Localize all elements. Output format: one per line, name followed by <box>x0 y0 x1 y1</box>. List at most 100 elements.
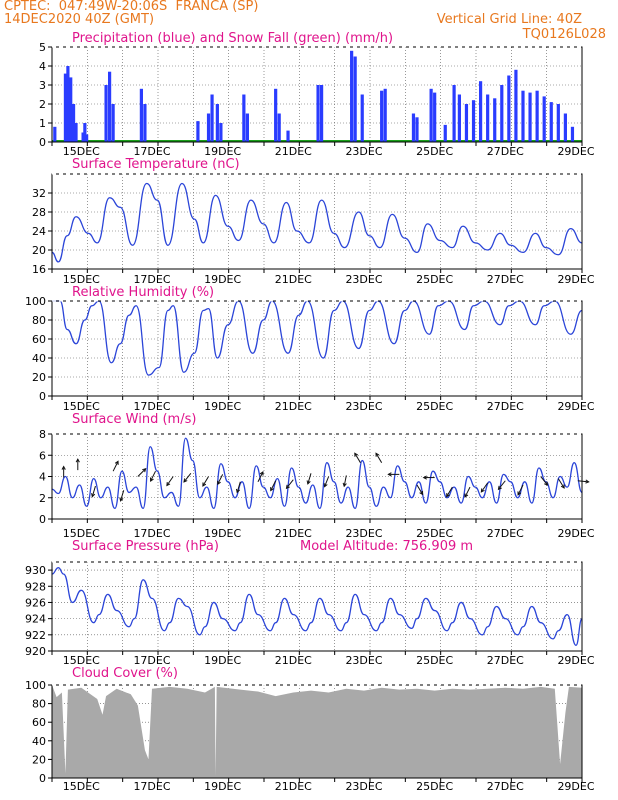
wind-xtick-label: 17DEC <box>133 527 170 540</box>
pressure-title: Surface Pressure (hPa) <box>72 539 219 554</box>
pressure-xtick-label: 21DEC <box>275 654 312 667</box>
cloud-title: Cloud Cover (%) <box>72 666 178 681</box>
precip-bar <box>353 56 357 142</box>
temperature-ytick-label: 24 <box>32 225 46 238</box>
wind-arrow <box>285 479 294 490</box>
precip-bar <box>53 126 57 142</box>
precip-bar <box>415 117 419 142</box>
pressure-panel: 920 922 924 926 928 930 15DEC 17DEC 19DEC 21DEC 23… <box>25 539 595 667</box>
wind-arrow <box>202 476 209 487</box>
wind-arrow <box>75 458 80 471</box>
precip-bar <box>83 123 87 142</box>
precip-bar <box>74 123 78 142</box>
wind-arrow <box>416 484 424 496</box>
cloud-xtick-label: 19DEC <box>204 780 241 793</box>
precip-bar <box>507 75 511 142</box>
humidity-ytick-label: 80 <box>32 314 46 327</box>
wind-arrow <box>149 470 156 482</box>
precip-bar <box>316 85 320 142</box>
precip-bar <box>411 113 416 142</box>
pressure-xtick-label: 17DEC <box>133 654 170 667</box>
pressure-xtick-label: 23DEC <box>345 654 382 667</box>
cloud-ytick-label: 60 <box>32 716 46 729</box>
precip-ytick-label: 2 <box>39 98 46 111</box>
pressure-xtick-label: 27DEC <box>487 654 524 667</box>
precip-bar <box>350 50 354 142</box>
pressure-xtick-label: 19DEC <box>204 654 241 667</box>
precip-bar <box>528 92 532 142</box>
precip-xtick-label: 19DEC <box>204 145 241 158</box>
precip-bar <box>443 124 447 142</box>
temperature-xtick-label: 15DEC <box>63 273 100 286</box>
precip-bar <box>277 113 281 142</box>
wind-xtick-label: 27DEC <box>487 527 524 540</box>
temperature-line <box>51 182 583 263</box>
wind-ytick-label: 2 <box>39 492 46 505</box>
humidity-frame <box>51 300 583 397</box>
wind-xtick-label: 29DEC <box>557 527 594 540</box>
precip-panel: 0 1 2 3 4 5 15DEC 17DEC 19DEC 21DEC 23DEC 25DEC 27DE… <box>39 31 595 158</box>
temperature-title: Surface Temperature (nC) <box>72 157 240 172</box>
humidity-xtick-label: 23DEC <box>345 400 382 413</box>
header-coords: 047:49W-20:06S <box>58 0 168 14</box>
cloud-frame <box>51 684 583 779</box>
humidity-xtick-label: 17DEC <box>133 400 170 413</box>
precip-bar <box>380 90 384 142</box>
precip-bar <box>81 132 85 142</box>
humidity-xtick-label: 29DEC <box>557 400 594 413</box>
header-grid-note: Vertical Grid Line: 40Z <box>436 12 582 27</box>
wind-arrow <box>137 467 147 477</box>
wind-arrow <box>235 481 241 494</box>
precip-ytick-label: 3 <box>39 79 46 92</box>
humidity-ytick-label: 20 <box>32 371 46 384</box>
temperature-xtick-label: 27DEC <box>487 273 524 286</box>
wind-ytick-label: 6 <box>39 449 46 462</box>
pressure-xtick-label: 25DEC <box>416 654 453 667</box>
precip-frame <box>51 46 583 143</box>
cloud-ytick-label: 100 <box>25 679 46 692</box>
precip-bar <box>196 121 200 142</box>
humidity-ytick-label: 60 <box>32 333 46 346</box>
wind-xtick-label: 23DEC <box>345 527 382 540</box>
wind-arrow <box>112 460 119 472</box>
precip-xtick-label: 21DEC <box>275 145 312 158</box>
pressure-ytick-label: 926 <box>25 596 46 609</box>
wind-arrow <box>257 471 264 483</box>
pressure-xtick-label: 29DEC <box>557 654 594 667</box>
temperature-ytick-label: 20 <box>32 244 46 257</box>
cloud-xtick-label: 27DEC <box>487 780 524 793</box>
precip-bar <box>85 134 89 142</box>
precip-bar <box>542 96 546 142</box>
cloud-ytick-label: 0 <box>39 772 46 785</box>
precip-bar <box>210 94 214 142</box>
precip-bar <box>139 88 143 142</box>
temperature-panel: 16 20 24 28 32 15DEC 17DEC 19DEC 21DEC 23DEC 25DEC… <box>32 157 595 286</box>
wind-arrow <box>557 478 565 489</box>
precip-bar <box>429 88 433 142</box>
precip-ytick-label: 1 <box>39 117 46 130</box>
precip-bar <box>107 71 112 142</box>
wind-arrow <box>166 476 174 487</box>
precip-bar <box>360 94 364 142</box>
temperature-xtick-label: 29DEC <box>557 273 594 286</box>
precip-bar <box>478 81 483 142</box>
precip-bar <box>457 94 461 142</box>
wind-arrow <box>354 452 361 463</box>
wind-arrow <box>446 486 453 498</box>
cloud-ytick-label: 40 <box>32 735 46 748</box>
cloud-cover-area <box>52 685 582 778</box>
wind-ytick-label: 8 <box>39 428 46 441</box>
wind-title: Surface Wind (m/s) <box>72 412 196 427</box>
temperature-grid <box>51 174 583 270</box>
temperature-xtick-label: 25DEC <box>416 273 453 286</box>
wind-arrow <box>91 485 96 498</box>
temperature-ytick-label: 16 <box>32 263 46 276</box>
pressure-ytick-label: 922 <box>25 629 46 642</box>
wind-arrow <box>497 480 506 491</box>
wind-arrow <box>61 465 66 478</box>
header-line-1: CPTEC: 047:49W-20:06S FRANCA (SP) <box>4 0 258 14</box>
humidity-xtick-label: 21DEC <box>275 400 312 413</box>
humidity-panel: 0 20 40 60 80 100 15DEC 17DEC 19DEC 21DEC 23DEC 25D… <box>25 285 595 413</box>
precip-xtick-label: 25DEC <box>416 145 453 158</box>
